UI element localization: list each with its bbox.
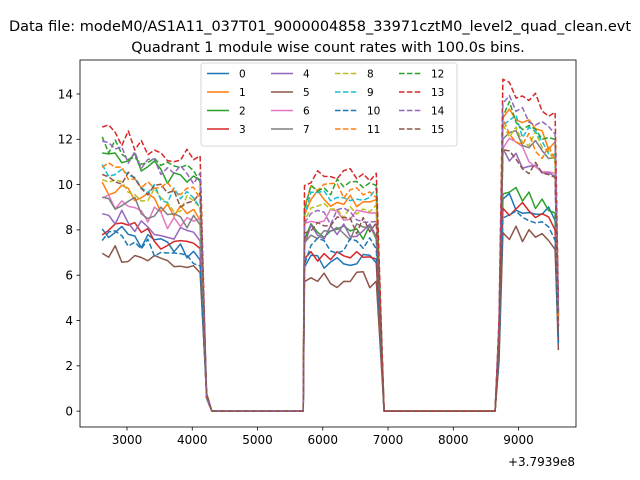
y-tick-label: 8	[65, 223, 73, 237]
y-tick-label: 10	[58, 178, 73, 192]
legend-label-1: 1	[239, 87, 246, 99]
y-tick-label: 12	[58, 133, 73, 147]
legend-label-3: 3	[239, 124, 246, 136]
chart-title: Quadrant 1 module wise count rates with …	[131, 40, 525, 56]
series-line-13	[101, 78, 560, 412]
series-line-15	[101, 148, 560, 412]
series-line-7	[102, 129, 560, 412]
legend-label-5: 5	[303, 87, 310, 99]
y-tick-label: 4	[65, 314, 73, 328]
legend-label-14: 14	[431, 106, 445, 118]
x-tick-label: 8000	[438, 433, 469, 447]
x-tick-label: 5000	[242, 433, 273, 447]
plot-area	[79, 59, 577, 428]
legend-label-13: 13	[431, 87, 444, 99]
legend-label-4: 4	[303, 69, 310, 81]
series-lines	[101, 78, 560, 412]
series-line-5	[101, 225, 560, 412]
series-line-8	[101, 123, 560, 412]
series-line-6	[101, 137, 560, 412]
series-line-12	[101, 100, 560, 412]
x-tick-label: 3000	[112, 433, 143, 447]
plot-frame	[79, 59, 577, 428]
legend-label-12: 12	[431, 69, 444, 81]
legend-box	[200, 62, 458, 147]
x-tick-label: 9000	[503, 433, 534, 447]
series-line-3	[101, 201, 560, 412]
chart-suptitle: Data file: modeM0/AS1A11_037T01_90000048…	[9, 19, 631, 35]
series-line-11	[101, 117, 560, 412]
legend-label-6: 6	[303, 106, 310, 118]
series-line-9	[101, 114, 560, 412]
legend-label-9: 9	[367, 87, 374, 99]
series-line-10	[101, 210, 560, 412]
x-tick-label: 4000	[177, 433, 208, 447]
series-line-4	[102, 147, 560, 412]
x-offset-label: +3.7939e8	[508, 455, 575, 469]
x-tick-label: 6000	[308, 433, 339, 447]
legend-label-0: 0	[239, 69, 246, 81]
y-tick-label: 6	[65, 269, 73, 283]
y-tick-label: 2	[65, 359, 73, 373]
y-axis: 0 2 4 6 8 10 12 14	[58, 87, 80, 418]
x-axis: 3000 4000 5000 6000 7000 8000 9000	[112, 427, 534, 447]
x-tick-label: 7000	[373, 433, 404, 447]
series-line-0	[101, 192, 560, 412]
legend-label-15: 15	[431, 124, 444, 136]
legend-label-10: 10	[367, 106, 380, 118]
legend-label-8: 8	[367, 69, 374, 81]
legend-label-7: 7	[303, 124, 310, 136]
y-tick-label: 0	[65, 404, 73, 418]
series-line-14	[102, 94, 560, 412]
legend-label-2: 2	[239, 106, 246, 118]
legend-label-11: 11	[367, 124, 380, 136]
y-tick-label: 14	[58, 87, 73, 101]
